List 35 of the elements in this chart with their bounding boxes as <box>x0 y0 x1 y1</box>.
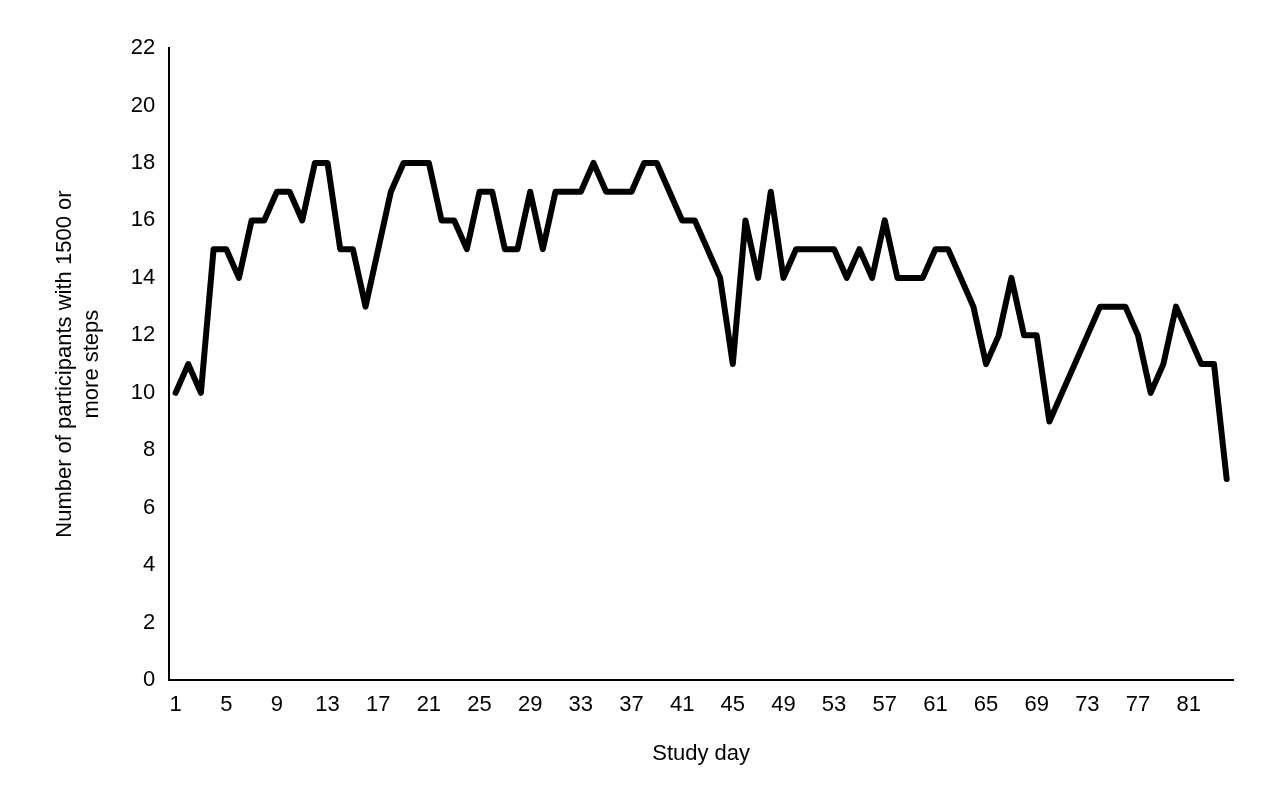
x-tick-label: 81 <box>1176 691 1201 717</box>
y-tick-label: 2 <box>143 608 156 634</box>
x-tick-label: 41 <box>669 691 695 717</box>
y-tick-label: 22 <box>130 34 156 60</box>
y-tick-label: 8 <box>143 436 156 462</box>
y-tick-label: 4 <box>143 551 156 577</box>
y-tick-label: 6 <box>143 493 156 519</box>
x-tick-label: 45 <box>720 691 746 717</box>
x-tick-label: 57 <box>872 691 897 717</box>
x-tick-label: 17 <box>365 691 391 717</box>
y-axis-title: Number of participants with 1500 or more steps <box>51 190 103 538</box>
x-tick-label: 65 <box>973 691 999 717</box>
x-tick-label: 9 <box>270 691 284 717</box>
x-tick-label: 49 <box>771 691 796 717</box>
x-tick-label: 61 <box>923 691 948 717</box>
y-tick-label: 14 <box>130 263 156 289</box>
x-tick-label: 21 <box>416 691 442 717</box>
y-tick-label: 12 <box>130 321 156 347</box>
y-tick-label: 20 <box>130 91 156 117</box>
x-tick-label: 69 <box>1024 691 1049 717</box>
y-tick-label: 10 <box>130 378 156 404</box>
y-tick-label: 0 <box>143 666 156 692</box>
x-axis-title: Study day <box>652 739 751 765</box>
x-tick-label: 53 <box>821 691 847 717</box>
x-tick-label: 1 <box>169 691 182 717</box>
x-tick-label: 29 <box>517 691 543 717</box>
x-tick-label: 33 <box>568 691 594 717</box>
y-tick-label: 16 <box>130 206 156 232</box>
x-tick-label: 37 <box>619 691 644 717</box>
x-tick-label: 5 <box>220 691 233 717</box>
x-tick-label: 73 <box>1075 691 1100 717</box>
x-tick-label: 13 <box>315 691 340 717</box>
y-tick-label: 18 <box>130 149 156 175</box>
x-tick-label: 25 <box>467 691 492 717</box>
x-tick-label: 77 <box>1125 691 1151 717</box>
